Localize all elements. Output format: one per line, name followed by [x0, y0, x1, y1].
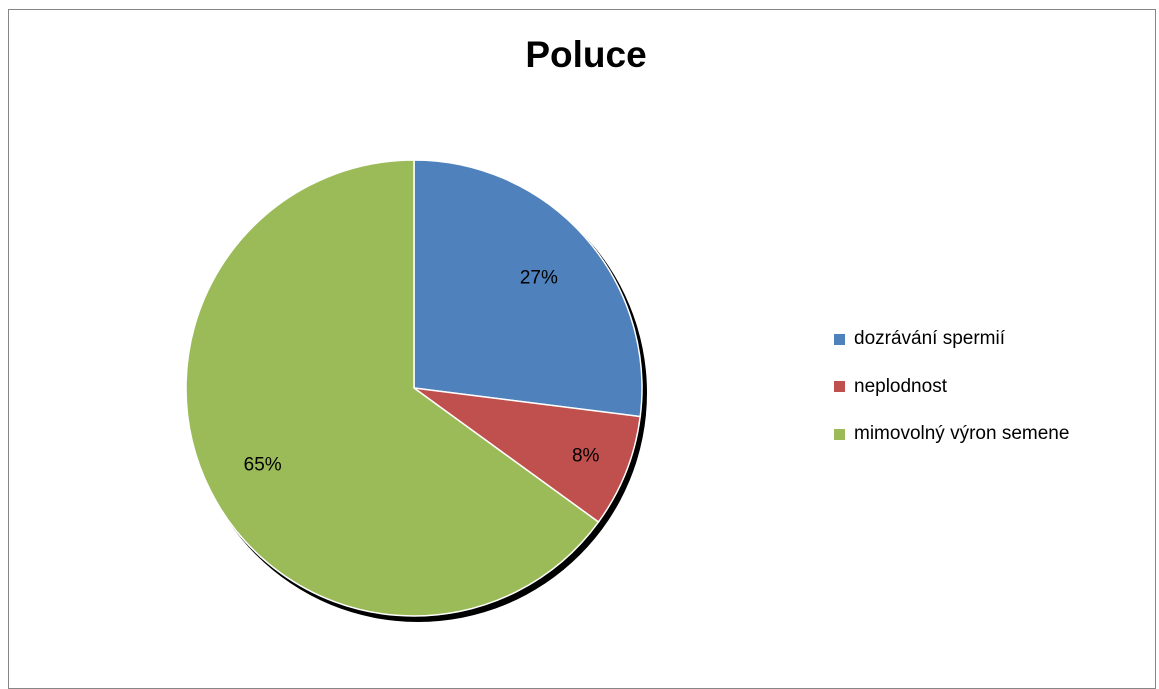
- data-label: 27%: [520, 267, 558, 288]
- legend-item: mimovolný výron semene: [834, 423, 1069, 445]
- legend-label: neplodnost: [854, 375, 947, 397]
- pie-slice: [185, 159, 600, 617]
- data-label: 8%: [572, 445, 600, 466]
- legend-swatch: [834, 333, 845, 345]
- chart-title: Poluce: [525, 34, 647, 75]
- legend-item: neplodnost: [834, 376, 1069, 398]
- legend-label: dozrávání spermií: [854, 328, 1006, 349]
- chart-legend: dozrávání spermií neplodnost mimovolný v…: [834, 328, 1069, 471]
- legend-label: mimovolný výron semene: [854, 423, 1070, 444]
- data-label: 65%: [244, 455, 282, 476]
- legend-swatch: [834, 381, 845, 392]
- pie-slice: [413, 159, 643, 418]
- legend-item: dozrávání spermií: [834, 328, 1069, 350]
- legend-swatch: [834, 428, 845, 440]
- pie-slice: [413, 387, 641, 523]
